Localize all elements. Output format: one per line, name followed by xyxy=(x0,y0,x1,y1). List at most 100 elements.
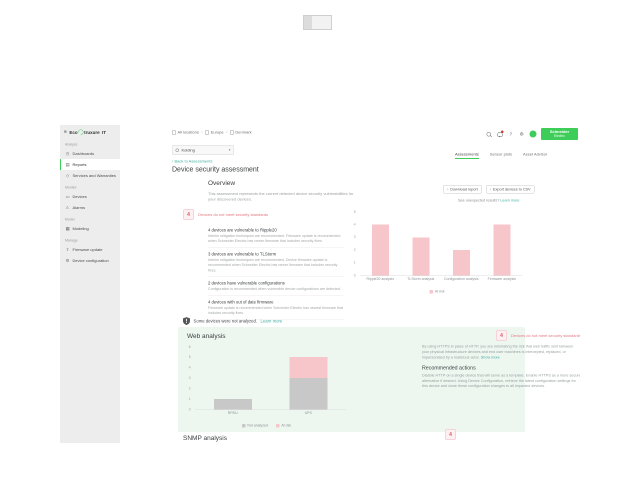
header-actions: ? ⚙ Schneider Electric xyxy=(486,128,578,140)
recommended-actions-body: Disable HTTP on a single device that wil… xyxy=(422,372,580,389)
snmp-risk-row: 4 xyxy=(445,429,456,440)
y-tick-label: 4 xyxy=(353,222,356,227)
risk-label: Devices do not meet security standards xyxy=(198,212,269,217)
chart-legend: Not analyzed At risk xyxy=(184,424,349,428)
settings-icon[interactable]: ⚙ xyxy=(519,131,524,137)
sidebar-section-model: Model xyxy=(65,218,75,222)
sidebar-item-services-warranties[interactable]: ◇ Services and Warranties xyxy=(60,170,120,181)
location-filter-dropdown[interactable]: Kolding ▾ xyxy=(172,145,234,155)
chart-legend: At risk xyxy=(349,290,525,294)
sidebar-section-analyze: Analyze xyxy=(65,143,78,147)
risk-label: Devices do not meet security standards xyxy=(510,333,580,338)
legend-swatch xyxy=(429,290,433,294)
pin-icon xyxy=(175,148,179,152)
export-csv-button[interactable]: ↓ Export devices to CSV xyxy=(485,185,535,194)
overview-actions: ↓ Download report ↓ Export devices to CS… xyxy=(443,185,535,194)
modeling-icon: ▦ xyxy=(65,225,70,231)
schneider-line1: Schneider xyxy=(549,129,570,135)
sidebar-item-alarms[interactable]: ⚠ Alarms xyxy=(60,202,120,213)
user-avatar[interactable] xyxy=(529,130,537,138)
location-icon xyxy=(229,130,234,135)
y-tick-label: 1 xyxy=(188,397,191,401)
legend-item: Not analyzed xyxy=(241,424,268,428)
report-tabs: Assessments Sensor plots Asset Advisor xyxy=(455,152,547,159)
button-label: Download report xyxy=(450,187,478,192)
bar-slot: Configuration analysis xyxy=(441,212,482,281)
breadcrumb-europe[interactable]: Europe xyxy=(205,130,224,135)
sidebar-item-label: Device configuration xyxy=(72,258,109,263)
breadcrumb-label: All locations xyxy=(177,130,199,135)
sidebar: ≡ Eco truxure IT Analyze ◷ Dashboards ▤ R… xyxy=(60,125,120,443)
menu-icon[interactable]: ≡ xyxy=(64,129,67,135)
sidebar-item-label: Firmware update xyxy=(72,247,103,252)
show-more-link[interactable]: Show more xyxy=(480,354,500,360)
plot-area: Ripple20 analysis TLStorm analysis Configu… xyxy=(360,212,523,281)
bar-segment xyxy=(493,224,511,276)
finding-description: Interim mitigation techniques are recomm… xyxy=(208,257,338,273)
location-icon xyxy=(205,130,210,135)
sidebar-item-dashboards[interactable]: ◷ Dashboards xyxy=(60,148,120,159)
help-icon[interactable]: ? xyxy=(509,131,512,137)
sidebar-item-label: Alarms xyxy=(72,205,85,210)
main-content: All locations › Europe › Denmark ? ⚙ xyxy=(120,125,580,443)
sidebar-section-manage: Manage xyxy=(65,239,78,243)
sidebar-item-reports[interactable]: ▤ Reports xyxy=(60,159,120,170)
finding-description: Interim mitigation techniques are recomm… xyxy=(208,233,341,244)
risk-count-badge: 4 xyxy=(495,330,507,341)
y-axis: 0 1 2 3 4 5 6 xyxy=(184,345,193,412)
x-axis-label: Firmware analysis xyxy=(487,277,516,282)
y-tick-label: 2 xyxy=(188,386,191,391)
x-axis-label: RPDU xyxy=(227,411,238,416)
finding-description: Firmware update is recommended when Schn… xyxy=(208,305,344,316)
sidebar-item-firmware-update[interactable]: ⇧ Firmware update xyxy=(60,244,120,255)
legend-swatch xyxy=(241,424,246,428)
sidebar-section-monitor: Monitor xyxy=(65,186,77,190)
finding-title: 4 devices with out of date firmware xyxy=(208,299,274,305)
location-icon xyxy=(172,130,176,135)
breadcrumb-denmark[interactable]: Denmark xyxy=(229,130,252,135)
bar-slot: RPDU xyxy=(195,347,271,415)
finding-item: 4 devices are vulnerable to Ripple20 Int… xyxy=(208,224,344,247)
tab-asset-advisor[interactable]: Asset Advisor xyxy=(523,152,548,157)
web-analysis-panel xyxy=(178,327,525,432)
devices-icon: ▭ xyxy=(65,193,70,199)
overview-heading: Overview xyxy=(208,179,236,187)
legend-item: At risk xyxy=(429,290,445,294)
sidebar-item-modeling[interactable]: ▦ Modeling xyxy=(60,223,120,234)
config-icon: ⚙ xyxy=(65,257,70,263)
dashboards-icon: ◷ xyxy=(65,150,70,156)
tab-assessments[interactable]: Assessments xyxy=(455,152,479,159)
y-tick-label: 3 xyxy=(353,235,356,240)
breadcrumb: All locations › Europe › Denmark xyxy=(172,130,252,135)
web-risk-row: 4 Devices do not meet security standards xyxy=(422,330,580,341)
overview-chart: 0 1 2 3 4 5 Ripple20 analysis TLStorm analysis… xyxy=(349,210,525,294)
bar-segment xyxy=(289,357,328,378)
y-tick-label: 0 xyxy=(188,407,191,412)
bar-slot: Firmware analysis xyxy=(482,212,523,281)
notification-badge xyxy=(501,130,504,133)
y-axis: 0 1 2 3 4 5 xyxy=(349,210,358,277)
back-link[interactable]: ‹ Back to Assessments xyxy=(172,159,213,164)
breadcrumb-all-locations[interactable]: All locations xyxy=(172,130,199,135)
schneider-electric-logo: Schneider Electric xyxy=(541,128,578,140)
sidebar-item-devices[interactable]: ▭ Devices xyxy=(60,191,120,202)
not-analyzed-learn-more-link[interactable]: Learn more xyxy=(260,318,283,324)
download-report-button[interactable]: ↓ Download report xyxy=(443,185,482,194)
y-tick-label: 3 xyxy=(188,376,191,380)
search-icon[interactable] xyxy=(486,131,493,138)
download-icon: ↓ xyxy=(489,187,492,192)
button-label: Export devices to CSV xyxy=(493,187,531,192)
notifications-icon[interactable] xyxy=(497,130,504,138)
unexpected-results: See unexpected results? Learn more xyxy=(458,198,520,203)
tab-sensor-plots[interactable]: Sensor plots xyxy=(489,152,513,157)
legend-swatch xyxy=(275,424,280,428)
finding-item: 3 devices are vulnerable to TLStorm Inte… xyxy=(208,247,344,276)
location-filter-value: Kolding xyxy=(181,147,195,153)
not-analyzed-text: Some devices were not analyzed. xyxy=(193,318,258,324)
finding-item: 4 devices with out of date firmware Firm… xyxy=(208,295,344,319)
breadcrumb-separator: › xyxy=(226,130,228,135)
sidebar-item-label: Dashboards xyxy=(72,151,95,156)
overview-risk-row: 4 Devices do not meet security standards xyxy=(183,209,268,220)
learn-more-link[interactable]: Learn more xyxy=(500,198,520,203)
sidebar-item-device-configuration[interactable]: ⚙ Device configuration xyxy=(60,255,120,266)
